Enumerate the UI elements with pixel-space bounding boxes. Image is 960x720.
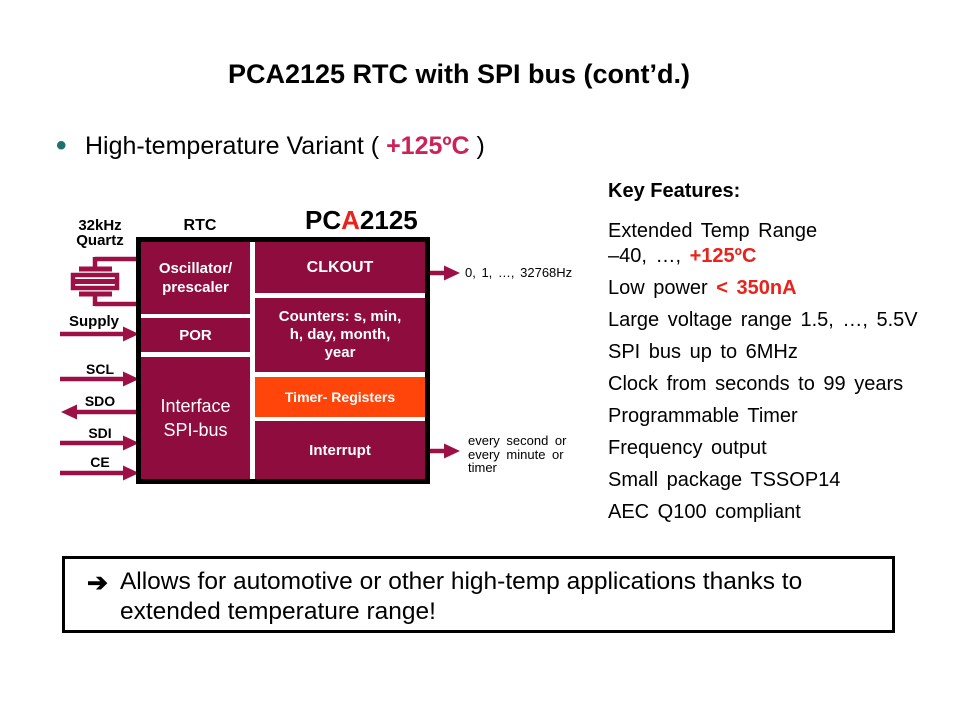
feature-voltage-range: Large voltage range 1.5, …, 5.5V [608,309,918,331]
clkout-frequency-label: 0, 1, …, 32768Hz [465,265,573,280]
block-timer-registers: Timer- Registers [255,377,425,417]
feature-programmable-timer: Programmable Timer [608,405,798,427]
interrupt-timing-line1: every second or [468,433,567,448]
block-counters: Counters: s, min, h, day, month, year [255,298,425,372]
block-interface-spi-bus: Interface SPI-bus [141,357,250,479]
bullet-dot-icon: • [56,129,67,162]
block-oscillator-prescaler: Oscillator/ prescaler [141,242,250,314]
key-features-panel: Key Features: Extended Temp Range –40, …… [608,179,960,532]
feature-low-power-prefix: Low power [608,277,717,299]
signal-label-scl: SCL [86,361,114,377]
block-oscillator-line2: prescaler [162,279,229,296]
clkout-arrow [430,265,460,281]
bullet-prefix: High-temperature Variant ( [85,132,387,160]
chip-name-label: PCA2125 [305,205,418,236]
page-title: PCA2125 RTC with SPI bus (cont’d.) [227,59,691,89]
feature-low-power-highlight: < 350nA [716,277,797,299]
block-counters-line1: Counters: s, min, [278,308,402,325]
block-clkout: CLKOUT [255,242,425,293]
feature-temp-line1: Extended Temp Range [608,220,818,242]
quartz-label: 32kHz Quartz [58,218,142,248]
quartz-label-line2: Quartz [76,232,124,249]
chip-name-post: 2125 [359,205,418,235]
feature-clock-range: Clock from seconds to 99 years [608,373,904,395]
feature-aec-compliance: AEC Q100 compliant [608,501,801,523]
callout-arrow-icon: ➔ [87,569,108,597]
quartz-crystal-icon [70,256,139,307]
ce-arrow [60,465,139,481]
bullet-highlight-temp: +125ºC [386,132,470,160]
supply-arrow [60,326,139,342]
block-interrupt: Interrupt [255,421,425,479]
interrupt-timing-label: every second or every minute or timer [468,434,567,475]
block-por-label: POR [179,326,212,344]
block-interrupt-label: Interrupt [309,441,371,459]
signal-label-sdi: SDI [88,425,112,441]
chip-name-accent: A [341,205,360,235]
signal-label-sdo: SDO [84,393,116,409]
feature-temp-range-prefix: –40, …, [608,245,690,267]
block-por: POR [141,318,250,352]
block-timer-label: Timer- Registers [284,389,396,405]
key-features-heading: Key Features: [608,180,741,202]
chip-block-diagram: Oscillator/ prescaler POR Interface SPI-… [136,237,430,484]
sdi-arrow [60,435,139,451]
feature-spi-speed: SPI bus up to 6MHz [608,341,798,363]
interrupt-timing-line2: every minute or [468,446,564,462]
sdo-arrow [61,404,137,420]
signal-label-ce: CE [90,454,110,470]
block-counters-line3: year [324,344,356,361]
callout-text: Allows for automotive or other high-temp… [119,568,803,625]
feature-package: Small package TSSOP14 [608,469,841,491]
quartz-label-line1: 32kHz [78,217,122,234]
interrupt-arrow [430,443,460,459]
feature-temp-line2: –40, …, +125ºC [608,244,960,269]
interrupt-timing-line3: timer [468,460,497,475]
block-clkout-label: CLKOUT [306,258,374,276]
feature-frequency-output: Frequency output [608,437,767,459]
chip-name-pre: PC [305,205,342,235]
bullet-suffix: ) [469,132,485,160]
block-interface-line1: Interface [160,396,231,416]
block-oscillator-line1: Oscillator/ [158,260,233,277]
feature-low-power: Low power < 350nA [608,276,960,301]
feature-temp-highlight: +125ºC [689,245,757,267]
feature-extended-temp-range: Extended Temp Range –40, …, +125ºC [608,219,960,269]
signal-label-supply: Supply [68,313,119,330]
block-counters-line2: h, day, month, [289,326,391,343]
block-interface-line2: SPI-bus [163,420,228,440]
scl-arrow [60,371,139,387]
summary-callout-box: ➔ Allows for automotive or other high-te… [62,556,895,633]
bullet-text: High-temperature Variant ( +125ºC ) [85,132,485,161]
rtc-label: RTC [183,217,217,234]
